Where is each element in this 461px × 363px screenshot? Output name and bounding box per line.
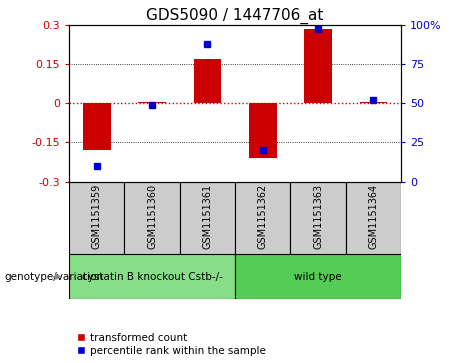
- Text: genotype/variation: genotype/variation: [5, 272, 104, 282]
- Bar: [69, 182, 124, 254]
- Text: GSM1151364: GSM1151364: [368, 184, 378, 249]
- Text: cystatin B knockout Cstb-/-: cystatin B knockout Cstb-/-: [82, 272, 223, 282]
- Bar: [249, 103, 277, 158]
- Bar: [194, 59, 221, 103]
- Text: wild type: wild type: [294, 272, 342, 282]
- Text: GSM1151363: GSM1151363: [313, 184, 323, 249]
- Legend: transformed count, percentile rank within the sample: transformed count, percentile rank withi…: [74, 330, 268, 358]
- Bar: [235, 254, 401, 299]
- Text: GSM1151360: GSM1151360: [147, 184, 157, 249]
- Text: GSM1151359: GSM1151359: [92, 184, 102, 249]
- Text: GSM1151362: GSM1151362: [258, 184, 268, 249]
- Title: GDS5090 / 1447706_at: GDS5090 / 1447706_at: [147, 8, 324, 24]
- Bar: [304, 29, 332, 103]
- Bar: [83, 103, 111, 150]
- Bar: [69, 254, 235, 299]
- Text: GSM1151361: GSM1151361: [202, 184, 213, 249]
- Bar: [235, 182, 290, 254]
- Bar: [138, 102, 166, 103]
- Bar: [360, 102, 387, 103]
- Bar: [180, 182, 235, 254]
- Bar: [290, 182, 346, 254]
- Bar: [124, 182, 180, 254]
- Bar: [346, 182, 401, 254]
